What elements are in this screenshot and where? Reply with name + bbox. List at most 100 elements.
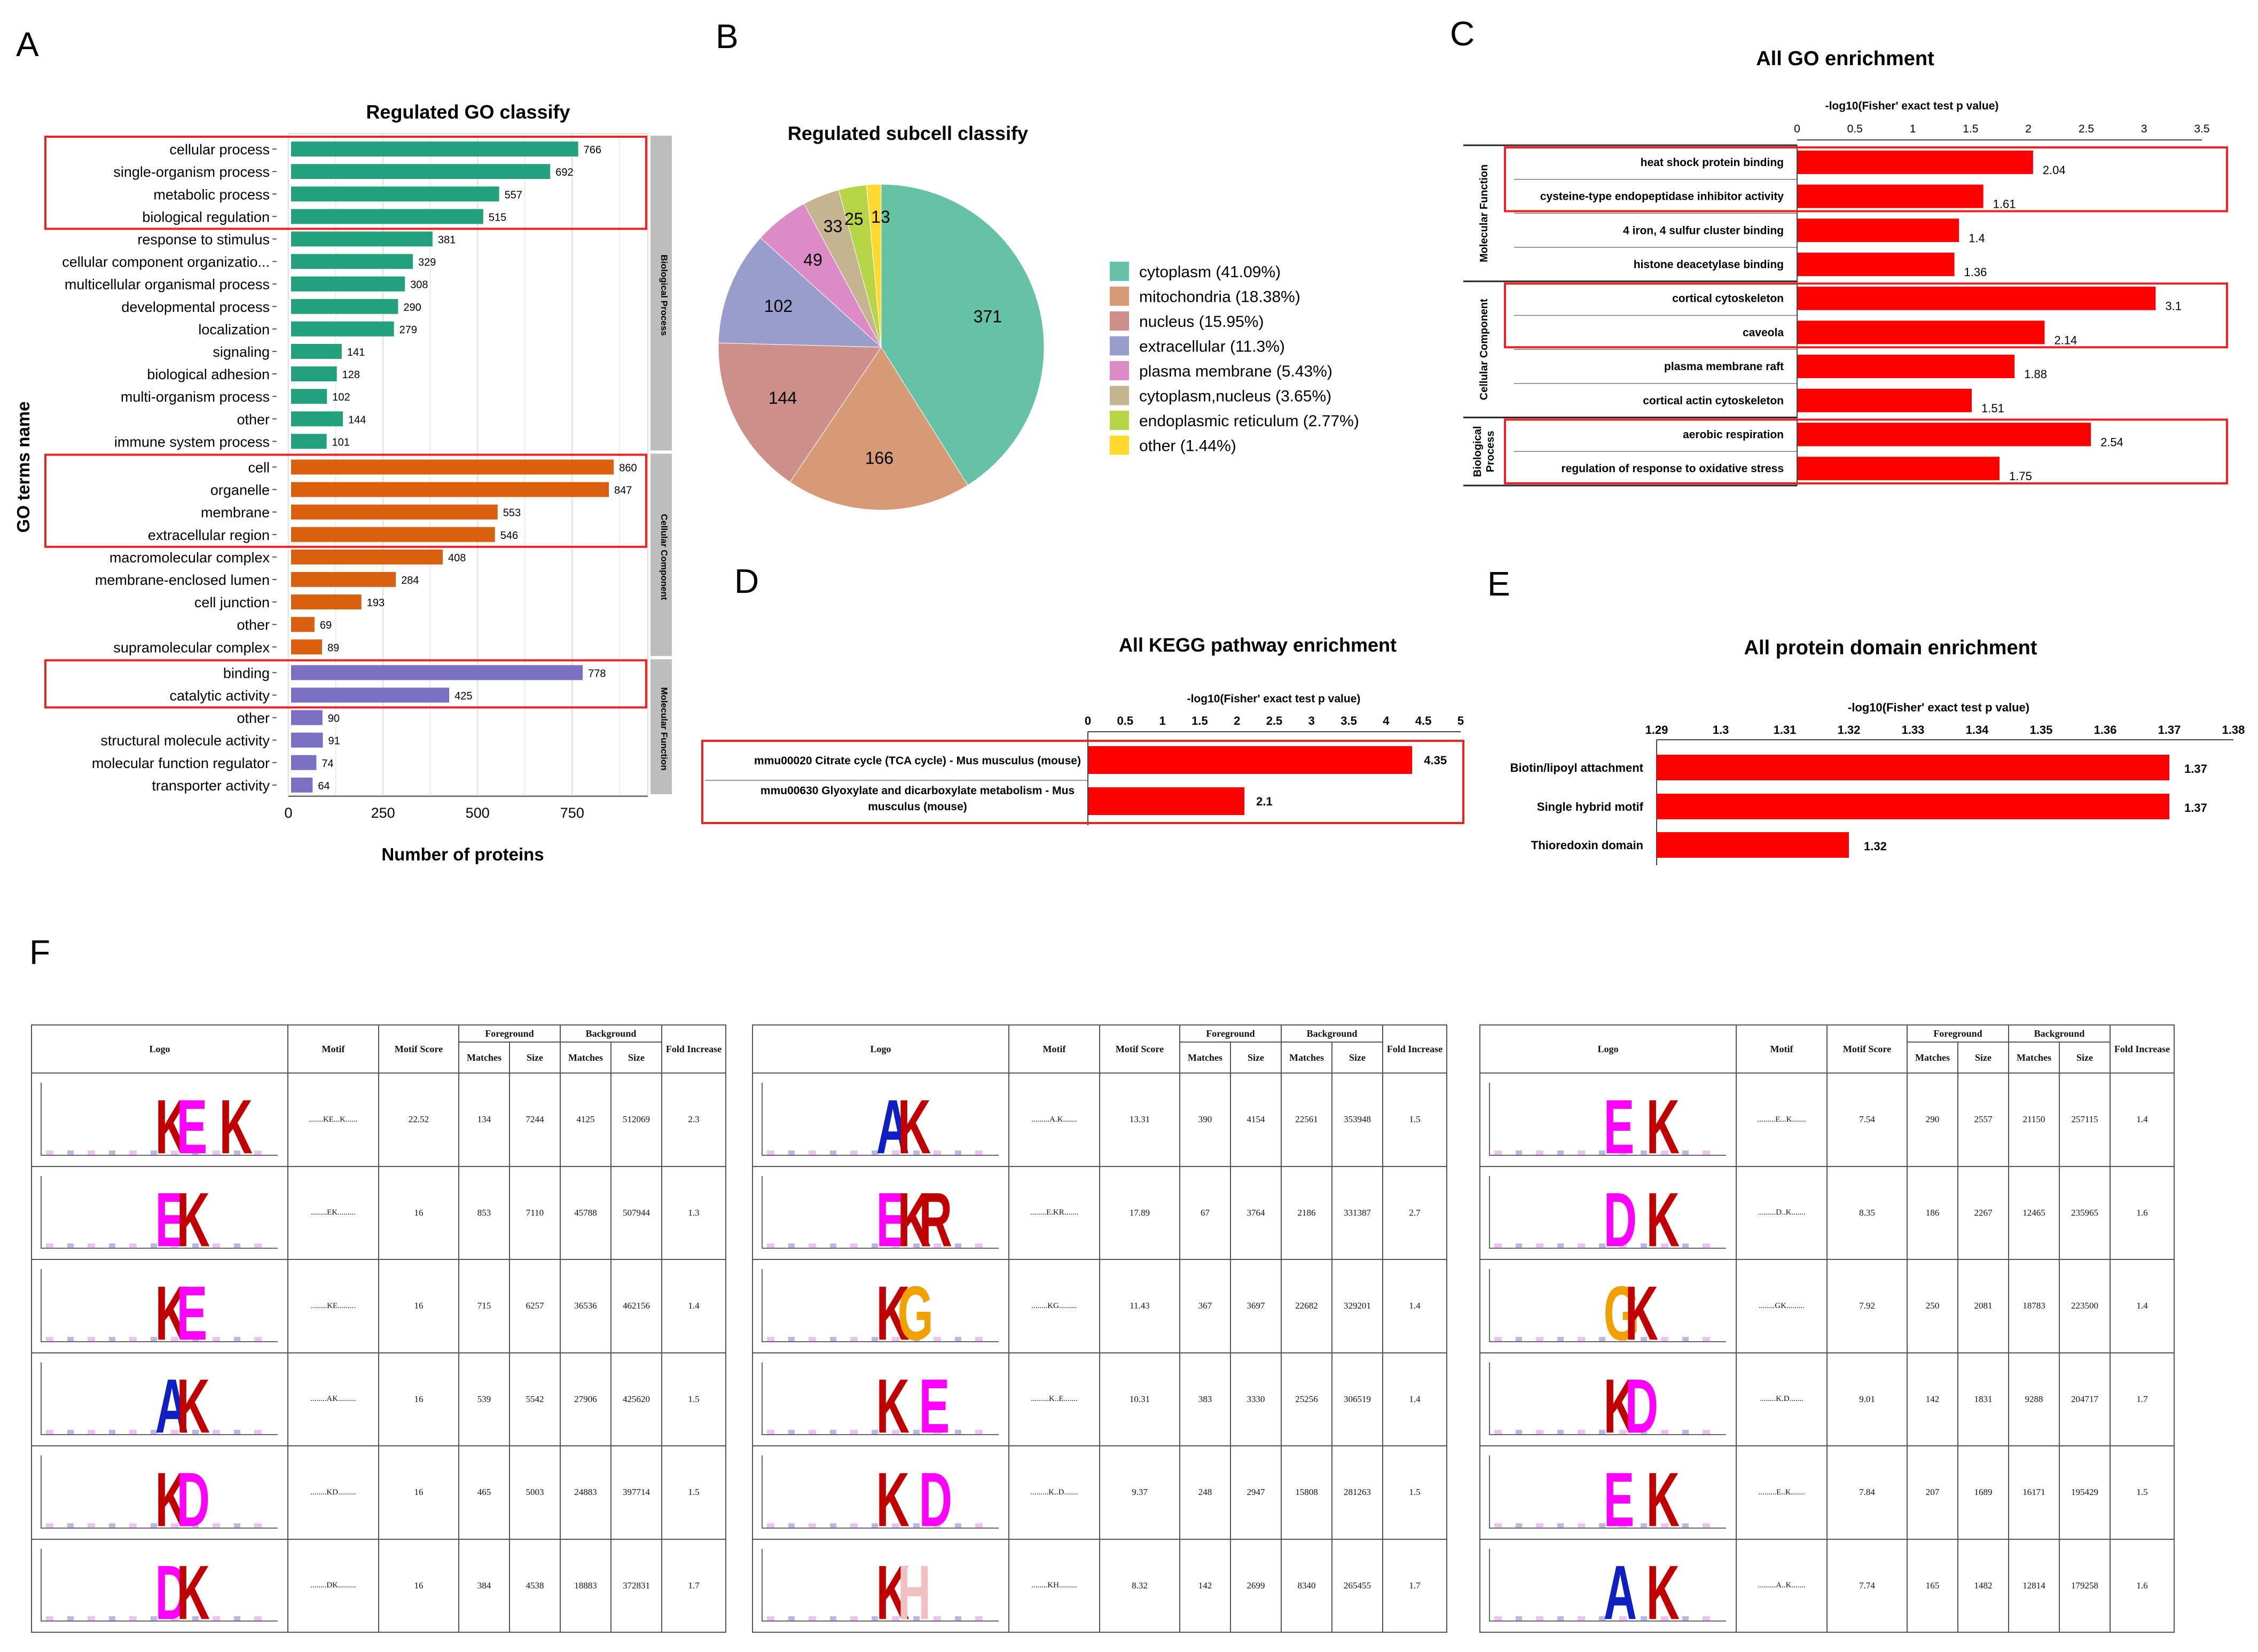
category-label: cell [248,459,270,475]
motif-score-cell: 16 [378,1538,459,1633]
header-logo: Logo [1479,1024,1737,1074]
bar-value-label: 3.1 [2165,300,2182,313]
fold-increase-cell: 1.4 [1382,1259,1447,1353]
bg-matches-cell: 18783 [2008,1259,2060,1353]
logo-letter: A [155,1363,189,1446]
logo-x-axis [41,1620,278,1622]
facet-strip-label: Cellular Component [659,514,669,600]
header-background: Background [2008,1024,2111,1043]
fg-size-cell: 5003 [509,1445,561,1540]
bar-value-label: 141 [347,347,365,358]
category-label: Single hybrid motif [1537,800,1644,813]
logo-letter: D [1625,1363,1659,1446]
motif-cell: ........K.D....... [1736,1352,1828,1446]
x-tick-label: 2 [2025,123,2032,135]
motif-cell: ........DK......... [287,1538,379,1633]
category-label: cell junction [194,594,270,610]
logo-y-axis [762,1548,763,1622]
highlight-box [1504,418,2228,484]
category-label: localization [198,322,270,338]
logo-y-axis [41,1083,42,1156]
bar [291,687,450,703]
bar-value-label: 2.54 [2100,435,2123,449]
motif-cell: .........K..D....... [1008,1445,1100,1540]
panel-e-domain-enrichment-chart: All protein domain enrichment -log10(Fish… [1510,637,2245,865]
bar [291,321,394,336]
header-fg-size: Size [509,1042,561,1074]
logo-letter: A [876,1084,910,1166]
table-row: K G ........KG......... 11.43 367 3697 22682 32… [752,1259,1447,1353]
legend-label: mitochondria (18.38%) [1139,288,1300,306]
header-fg-size: Size [1957,1042,2009,1074]
category-label: plasma membrane raft [1664,361,1784,373]
motif-score-cell: 8.35 [1826,1165,1908,1260]
bar-value-label: 308 [410,279,428,291]
header-fg-matches: Matches [1179,1042,1231,1074]
category-label: 4 iron, 4 sulfur cluster binding [1623,224,1784,237]
legend-swatch [1110,411,1129,430]
x-tick-label: 1.32 [1838,723,1861,737]
motif-cell: ........EK......... [287,1165,379,1260]
header-bg-matches: Matches [560,1042,611,1074]
x-tick-label: 1.29 [1645,723,1668,737]
bar-value-label: 1.61 [1993,198,2016,211]
table-row: D K .........D..K....... 8.35 186 2267 12465 23… [1479,1165,2175,1260]
table-row: E K .........E...K....... 7.54 290 2557 21150 2… [1479,1072,2175,1167]
bar-value-label: 128 [342,369,360,381]
motif-score-cell: 7.54 [1826,1072,1908,1167]
bar [1657,755,2169,780]
category-label: cellular component organizatio... [62,254,270,270]
x-axis-title: -log10(Fisher' exact test p value) [1825,100,1999,112]
pie-value-label: 102 [764,296,793,316]
chart-title: Regulated GO classify [366,101,570,123]
facet-strip [650,659,672,794]
motif-cell: .........D..K....... [1736,1165,1828,1260]
x-tick-label: 5 [1457,714,1464,727]
motif-cell: .........A..K....... [1736,1538,1828,1633]
pie-value-label: 144 [769,388,797,408]
table-row: A K .........A..K....... 7.74 165 1482 12814 17… [1479,1538,2175,1633]
panel-label-d: D [734,562,759,600]
logo-background-residues [1494,1336,1714,1341]
x-tick-label: 1.5 [1963,123,1978,135]
fg-size-cell: 2947 [1230,1445,1282,1540]
logo-y-axis [41,1455,42,1529]
bar-value-label: 847 [614,485,632,497]
category-label: molecular function regulator [92,755,270,771]
category-label: signaling [213,344,270,360]
motif-table: Logo Motif Motif Score Foreground Background… [1479,1024,2175,1633]
bar [1797,388,1972,412]
header-motif: Motif [1008,1024,1100,1074]
panel-label-f: F [29,933,50,972]
bar [291,617,315,632]
logo-y-axis [762,1455,763,1529]
fg-matches-cell: 207 [1907,1445,1958,1540]
legend-label: cytoplasm,nucleus (3.65%) [1139,388,1331,405]
logo-letter: R [919,1177,953,1259]
category-label: other [237,411,270,427]
header-motif-score: Motif Score [1099,1024,1180,1074]
fg-size-cell: 3697 [1230,1259,1282,1353]
legend-label: cytoplasm (41.09%) [1139,263,1281,281]
logo-letter: K [897,1177,931,1259]
category-label: binding [223,665,270,681]
bg-size-cell: 397714 [610,1445,662,1540]
logo-letter: G [1603,1270,1640,1353]
category-label: caveola [1743,326,1784,339]
fg-matches-cell: 715 [458,1259,510,1353]
logo-letter: D [919,1457,953,1539]
table-row: G K ........GK......... 7.92 250 2081 18783 223… [1479,1259,2175,1353]
fg-matches-cell: 67 [1179,1165,1231,1260]
